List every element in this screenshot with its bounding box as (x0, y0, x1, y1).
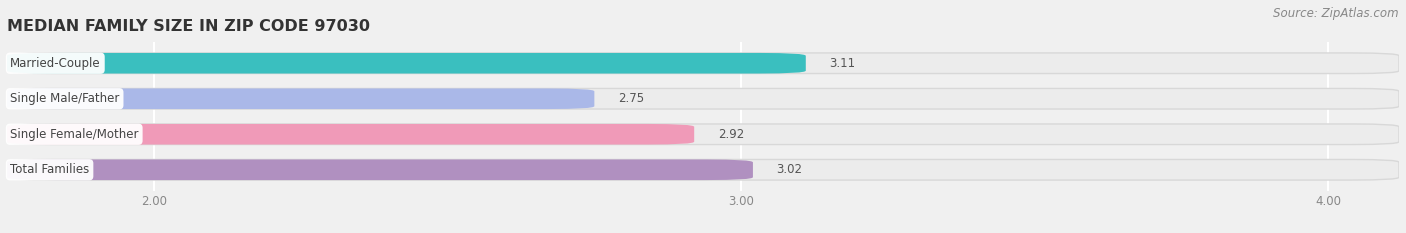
Text: Total Families: Total Families (10, 163, 89, 176)
Text: 2.75: 2.75 (617, 92, 644, 105)
FancyBboxPatch shape (7, 89, 595, 109)
Text: 3.11: 3.11 (830, 57, 855, 70)
FancyBboxPatch shape (7, 124, 1399, 144)
FancyBboxPatch shape (7, 89, 1399, 109)
Text: Single Female/Mother: Single Female/Mother (10, 128, 138, 141)
FancyBboxPatch shape (7, 53, 1399, 74)
FancyBboxPatch shape (7, 159, 754, 180)
Text: Source: ZipAtlas.com: Source: ZipAtlas.com (1274, 7, 1399, 20)
Text: 3.02: 3.02 (776, 163, 803, 176)
FancyBboxPatch shape (7, 124, 695, 144)
Text: Single Male/Father: Single Male/Father (10, 92, 120, 105)
FancyBboxPatch shape (7, 53, 806, 74)
Text: MEDIAN FAMILY SIZE IN ZIP CODE 97030: MEDIAN FAMILY SIZE IN ZIP CODE 97030 (7, 19, 370, 34)
FancyBboxPatch shape (7, 159, 1399, 180)
Text: 2.92: 2.92 (717, 128, 744, 141)
Text: Married-Couple: Married-Couple (10, 57, 101, 70)
